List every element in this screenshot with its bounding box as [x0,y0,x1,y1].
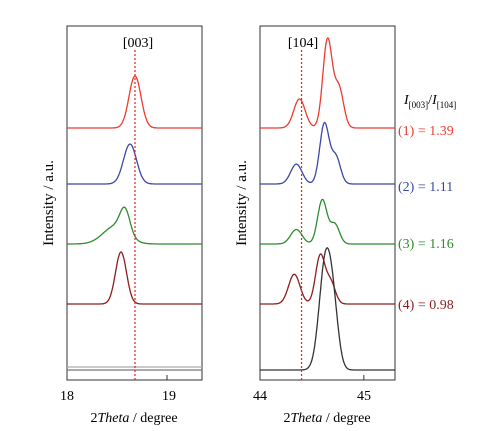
ratio-label-1: (1) = 1.39 [398,124,454,139]
right-series-ref [260,247,395,371]
left-reference-label: [003] [123,36,153,51]
left-xlabel: 2Theta / degree [90,411,177,426]
ratio-label-4: (4) = 0.98 [398,298,454,313]
left-xtick-label: 18 [60,389,74,404]
left-plot-frame [66,25,203,381]
right-series-(1) [260,37,395,129]
right-xlabel: 2Theta / degree [283,411,370,426]
left-ylabel: Intensity / a.u. [41,160,57,246]
right-series-(4) [260,253,395,305]
left-series-(1) [67,75,202,129]
ratio-label-3: (3) = 1.16 [398,237,454,252]
right-series-(2) [260,121,395,185]
right-plot-frame [259,25,396,381]
ratio-header: I[003]/I[104] [403,93,456,110]
right-series-(3) [260,198,395,245]
right-xtick-label: 44 [253,389,267,404]
right-xtick-label: 45 [357,389,371,404]
right-ylabel: Intensity / a.u. [234,160,250,246]
curves-group [66,37,395,380]
ratio-label-2: (2) = 1.11 [398,180,453,195]
left-series-(2) [67,143,202,185]
left-series-(4) [67,251,202,305]
right-reference-label: [104] [288,36,318,51]
left-xtick-label: 19 [162,389,176,404]
